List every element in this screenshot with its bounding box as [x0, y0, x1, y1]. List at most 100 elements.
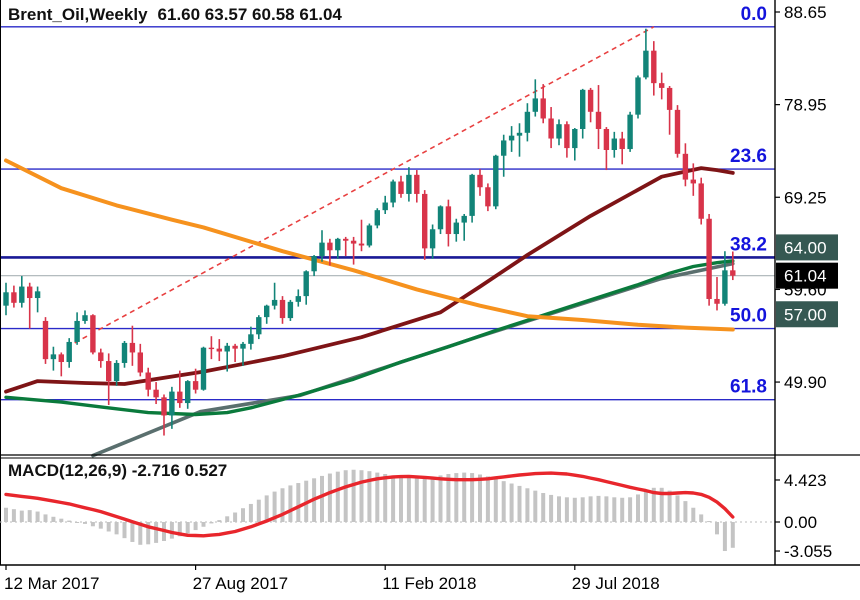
candle-body [82, 315, 88, 321]
candle-body [177, 391, 183, 404]
date-tick-label: 12 Mar 2017 [4, 574, 99, 593]
macd-histogram-bar [201, 522, 206, 527]
candle-body [335, 238, 341, 251]
candle-body [540, 98, 546, 119]
macd-histogram-bar [138, 522, 143, 545]
candle-body [98, 352, 104, 362]
macd-histogram-bar [320, 475, 324, 522]
candle-body [706, 218, 712, 299]
candle-body [730, 270, 736, 276]
macd-indicator-label: MACD(12,26,9) -2.716 0.527 [8, 461, 228, 480]
candle-body [666, 87, 673, 110]
price-marker-label: 61.04 [784, 267, 827, 286]
macd-histogram-bar [580, 497, 585, 522]
candle-body [295, 296, 301, 302]
candle-body [216, 348, 222, 352]
macd-histogram-bar [722, 522, 727, 552]
candle-body [501, 140, 507, 156]
candle-body [287, 301, 294, 319]
macd-signal-line [4, 471, 735, 538]
macd-histogram-bar [154, 522, 159, 543]
price-marker-box-57.00 [776, 301, 838, 328]
candle-body [429, 229, 436, 249]
candle-body [66, 341, 72, 363]
macd-histogram-bar [280, 488, 285, 522]
fib-level-label-50.0: 50.0 [730, 306, 767, 327]
candle-body [34, 291, 41, 299]
macd-histogram-bar [564, 497, 569, 522]
candle-body [532, 98, 538, 112]
candle-body [564, 124, 570, 149]
candle-body [580, 89, 586, 129]
price-tick-label: 78.95 [784, 96, 827, 115]
date-tick-label: 27 Aug 2017 [193, 574, 288, 593]
ma-green-line [4, 259, 735, 417]
macd-histogram-bar [27, 510, 32, 522]
price-marker-box-64.00 [776, 234, 838, 261]
macd-histogram-bar [288, 485, 293, 522]
candle-body [74, 320, 80, 342]
macd-histogram-bar [485, 476, 490, 522]
macd-histogram-bar [620, 497, 625, 522]
candle-body [327, 242, 333, 251]
macd-tick-label: -3.055 [784, 542, 832, 561]
candle-body [690, 179, 696, 184]
macd-histogram-bar [643, 490, 648, 522]
candle-body [548, 118, 554, 139]
candle-body [651, 50, 657, 84]
macd-pane[interactable] [0, 469, 775, 552]
candle-body [358, 243, 365, 246]
candle-body [469, 174, 475, 216]
candle-body [390, 181, 396, 203]
candle-body [90, 315, 96, 353]
candle-body [722, 270, 728, 304]
fib-level-label-23.6: 23.6 [730, 146, 767, 167]
macd-histogram-bar [596, 495, 601, 522]
candle-body [11, 292, 17, 303]
macd-histogram-bar [335, 471, 340, 522]
macd-histogram-bar [525, 488, 530, 522]
candle-body [256, 317, 262, 335]
candle-body [437, 206, 444, 230]
macd-histogram-bar [59, 518, 64, 522]
candle-body [192, 381, 199, 390]
macd-histogram-bar [430, 476, 435, 522]
candle-body [343, 238, 349, 241]
candle-body [382, 202, 388, 211]
candle-body [635, 77, 641, 115]
macd-histogram-bar [715, 522, 719, 535]
macd-histogram-bar [296, 483, 301, 522]
macd-histogram-bar [241, 508, 245, 522]
candle-body [516, 132, 523, 136]
macd-histogram-bar [675, 495, 680, 522]
macd-histogram-bar [375, 472, 380, 522]
candle-body [200, 347, 207, 390]
candle-body [587, 89, 594, 112]
candle-body [485, 187, 491, 207]
candle-body [208, 347, 215, 350]
price-marker-box-61.04 [776, 262, 838, 289]
macd-histogram-bar [67, 520, 72, 522]
macd-histogram-bar [730, 522, 735, 548]
candle-body [279, 299, 286, 319]
chart-symbol-period: Brent_Oil,Weekly [8, 5, 148, 24]
macd-histogram-bar [248, 503, 253, 522]
macd-histogram-bar [51, 516, 56, 522]
macd-histogram-bar [209, 522, 214, 524]
macd-histogram-bar [83, 522, 87, 524]
candle-body [374, 210, 380, 226]
candle-body [461, 215, 467, 223]
candle-body [27, 286, 33, 299]
candle-body [493, 155, 499, 207]
candle-body [524, 111, 531, 133]
candle-body [232, 345, 238, 349]
macd-histogram-bar [707, 521, 712, 523]
candle-body [398, 181, 404, 194]
price-tick-label: 69.25 [784, 188, 827, 207]
price-tick-label: 49.90 [784, 373, 827, 392]
macd-histogram-bar [691, 507, 696, 522]
macd-histogram-bar [75, 522, 80, 523]
candle-body [611, 138, 617, 150]
